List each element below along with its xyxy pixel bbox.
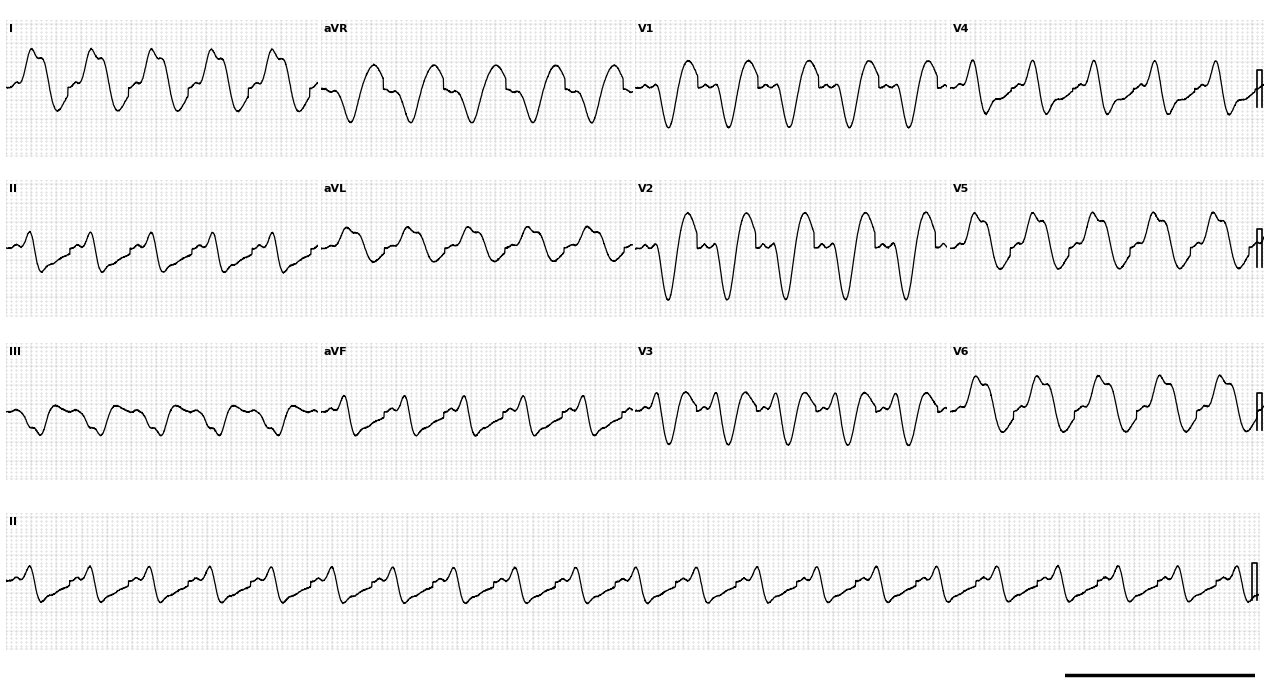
Text: V6: V6 <box>952 347 969 358</box>
Text: V5: V5 <box>952 184 969 194</box>
Text: aVF: aVF <box>323 347 347 358</box>
Text: V2: V2 <box>638 184 654 194</box>
Text: V3: V3 <box>638 347 654 358</box>
Text: aVR: aVR <box>323 24 349 35</box>
Text: III: III <box>9 347 22 358</box>
Text: II: II <box>9 184 18 194</box>
Text: V1: V1 <box>638 24 654 35</box>
Text: aVL: aVL <box>323 184 347 194</box>
Text: I: I <box>9 24 14 35</box>
Text: V4: V4 <box>952 24 969 35</box>
Text: II: II <box>9 517 16 528</box>
